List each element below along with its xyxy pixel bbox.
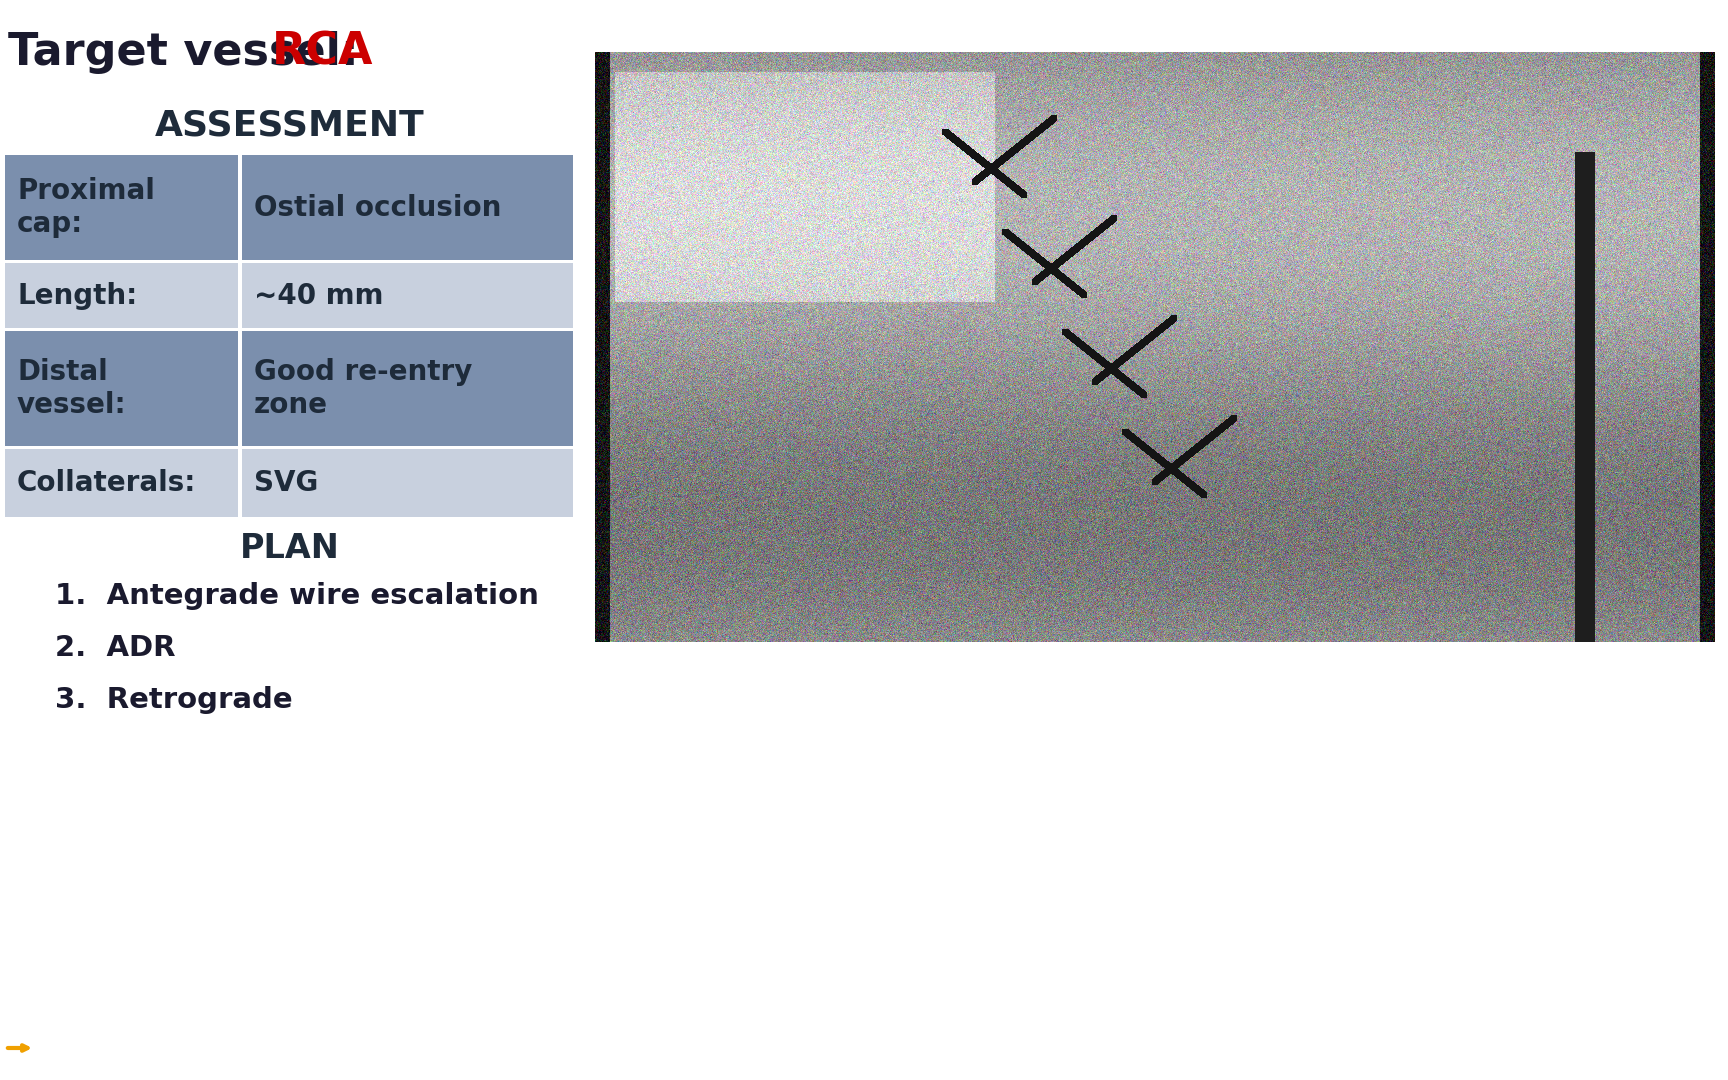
Text: ASSESSMENT: ASSESSMENT [156, 108, 425, 141]
Text: SVG: SVG [254, 469, 318, 497]
Text: 1.  Antegrade wire escalation: 1. Antegrade wire escalation [55, 582, 539, 610]
FancyBboxPatch shape [242, 156, 574, 260]
Text: ~40 mm: ~40 mm [254, 282, 384, 310]
FancyBboxPatch shape [242, 264, 574, 328]
Text: 2.  ADR: 2. ADR [55, 634, 176, 662]
FancyBboxPatch shape [5, 449, 238, 517]
Text: Length:: Length: [17, 282, 137, 310]
Text: Good re-entry
zone: Good re-entry zone [254, 359, 472, 419]
Text: Distal
vessel:: Distal vessel: [17, 359, 126, 419]
Text: Ostial occlusion: Ostial occlusion [254, 193, 501, 221]
FancyBboxPatch shape [5, 264, 238, 328]
Text: PLAN: PLAN [240, 531, 340, 565]
Text: Collaterals:: Collaterals: [17, 469, 197, 497]
Text: Proximal
cap:: Proximal cap: [17, 177, 156, 238]
Text: RCA: RCA [271, 30, 373, 73]
FancyBboxPatch shape [242, 449, 574, 517]
Text: 3.  Retrograde: 3. Retrograde [55, 686, 292, 714]
FancyBboxPatch shape [5, 330, 238, 446]
Text: Target vessel:: Target vessel: [9, 30, 375, 73]
FancyBboxPatch shape [5, 156, 238, 260]
FancyBboxPatch shape [242, 330, 574, 446]
